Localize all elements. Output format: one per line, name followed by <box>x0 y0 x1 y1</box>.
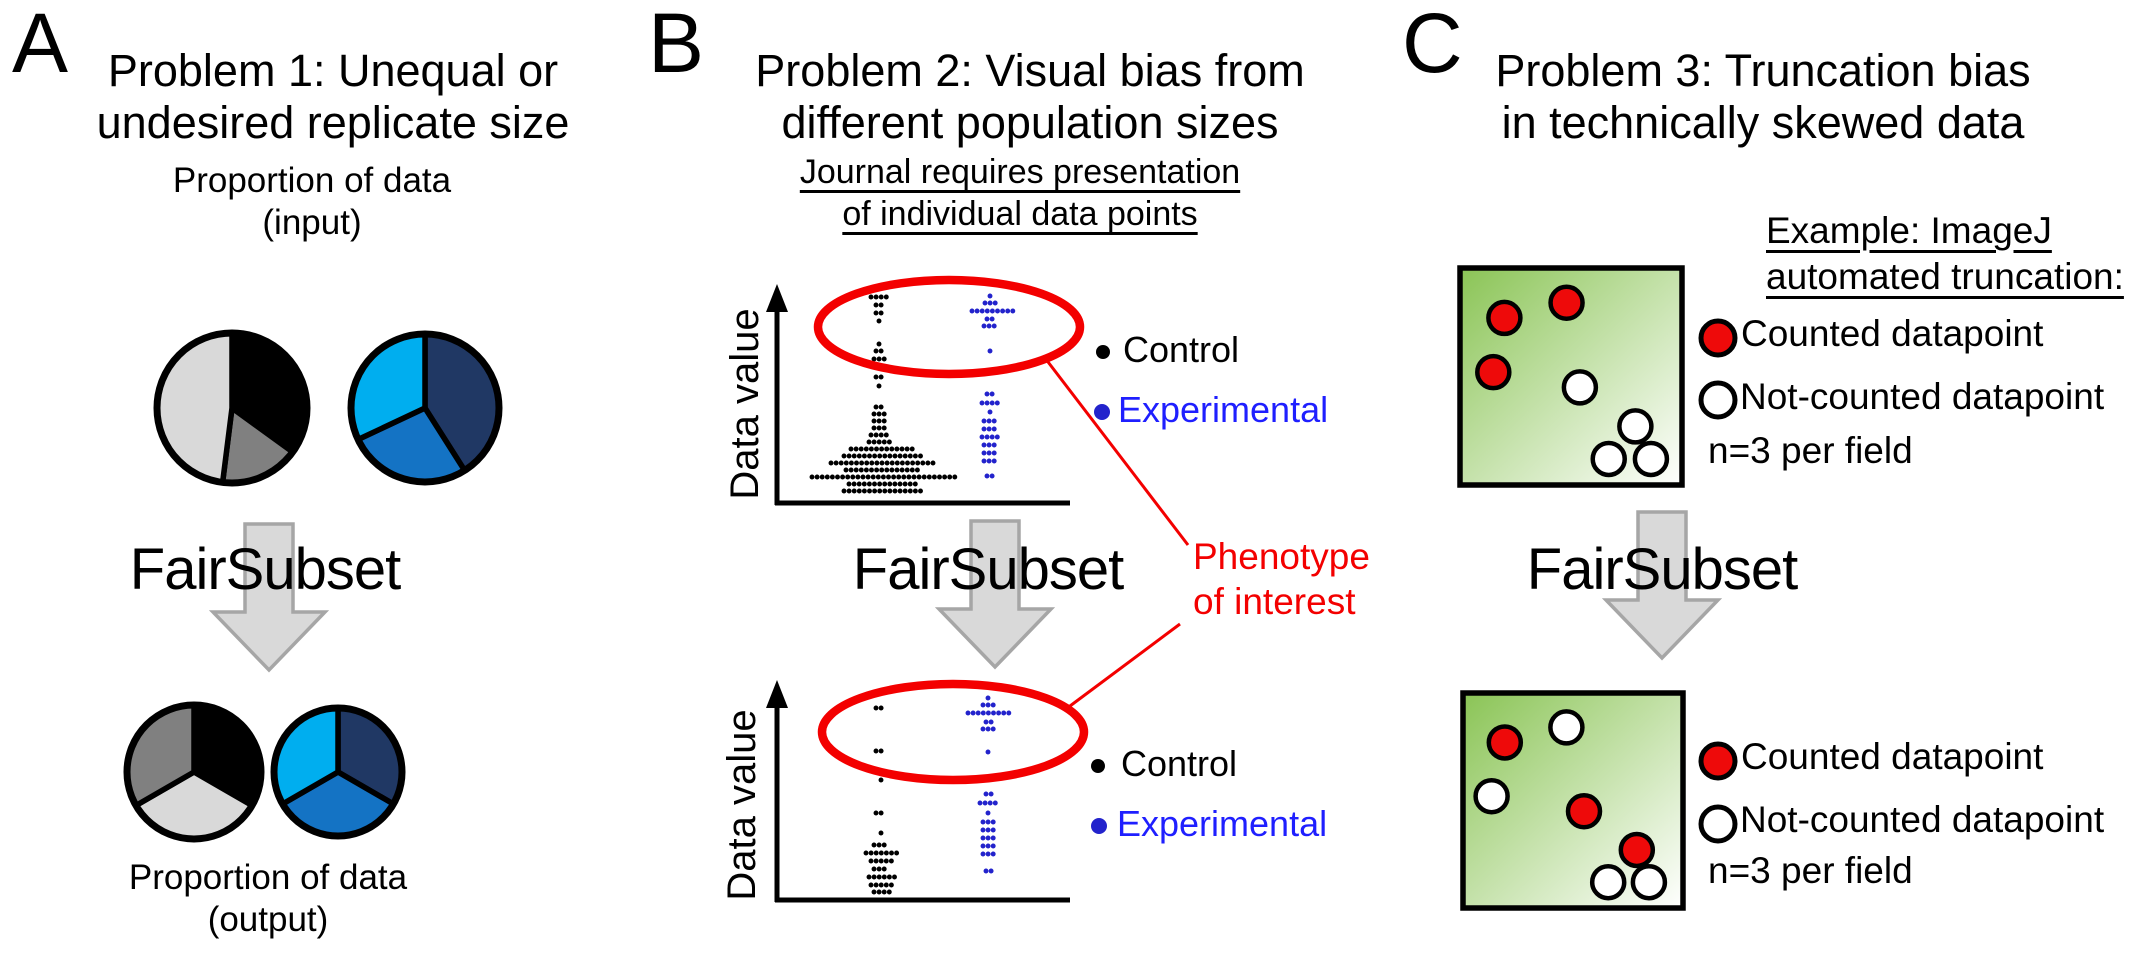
not-counted-datapoint <box>1630 863 1668 901</box>
panel-b-subtitle-line2: of individual data points <box>842 195 1198 233</box>
legend-counted-bottom: Counted datapoint <box>1741 736 2044 777</box>
panel-b-label: B <box>648 0 705 90</box>
panel-b-fairsubset-label: FairSubset <box>852 537 1124 602</box>
legend-experimental-bottom: Experimental <box>1117 803 1328 844</box>
panel-c-fairsubset-label: FairSubset <box>1526 537 1798 602</box>
y-axis-label-bottom-plot: Data value <box>720 709 765 901</box>
phenotype-annotation-line2: of interest <box>1193 581 1356 622</box>
panel-c-subtitle-line1: Example: ImageJ <box>1766 210 2052 251</box>
counted-datapoint-icon <box>1698 318 1738 358</box>
legend-datapoint-icons <box>1698 318 1738 844</box>
not-counted-datapoint <box>1632 440 1670 478</box>
panel-a-output-caption-line2: (output) <box>207 900 329 939</box>
panel-c-title-line2: in technically skewed data <box>1501 97 2025 148</box>
phenotype-connector-lines <box>1043 357 1190 708</box>
phenotype-highlight-ellipses <box>813 275 1089 785</box>
panel-a-title-line2: undesired replicate size <box>96 97 570 148</box>
legend-control-bottom: Control <box>1121 743 1238 784</box>
counted-datapoint <box>1486 299 1523 337</box>
fairsubset-arrow-2 <box>1601 510 1723 661</box>
panel-a-output-caption-line1: Proportion of data <box>128 858 408 897</box>
counted-datapoint <box>1486 724 1524 761</box>
counted-datapoint <box>1475 353 1512 391</box>
pie-input-left <box>153 329 311 487</box>
counted-datapoint <box>1548 284 1585 321</box>
legend-not-counted-bottom: Not-counted datapoint <box>1740 799 2105 840</box>
counted-datapoint <box>1618 831 1656 869</box>
fairsubset-arrow-0 <box>208 522 330 673</box>
panel-c-label: C <box>1402 0 1463 90</box>
not-counted-datapoint <box>1617 408 1654 445</box>
panel-b-title-line1: Problem 2: Visual bias from <box>755 45 1305 96</box>
legend-not-counted-top: Not-counted datapoint <box>1740 376 2105 417</box>
legend-control-top: Control <box>1123 329 1240 370</box>
field-output <box>1460 690 1686 911</box>
not-counted-datapoint <box>1548 709 1585 746</box>
legend-counted-top: Counted datapoint <box>1741 313 2044 354</box>
counted-datapoint <box>1565 793 1603 830</box>
not-counted-datapoint <box>1589 863 1627 901</box>
panel-b-subtitle-line1: Journal requires presentation <box>799 153 1241 191</box>
y-axis-label-top-plot: Data value <box>723 308 768 500</box>
dotplot-input <box>766 284 1070 506</box>
legend-n-top: n=3 per field <box>1708 430 1913 471</box>
not-counted-datapoint <box>1473 777 1510 815</box>
pie-output-left <box>123 701 265 843</box>
pie-output-right <box>270 704 406 840</box>
not-counted-datapoint <box>1590 440 1627 478</box>
not-counted-datapoint <box>1561 369 1599 406</box>
panel-a-label: A <box>12 0 69 90</box>
counted-datapoint-icon <box>1698 741 1738 781</box>
field-input <box>1457 265 1685 488</box>
panel-b-title-line2: different population sizes <box>781 97 1279 148</box>
not-counted-datapoint-icon <box>1698 804 1738 844</box>
legend-n-bottom: n=3 per field <box>1708 850 1913 891</box>
panel-a-input-caption-line2: (input) <box>262 203 362 242</box>
panel-a-input-caption-line1: Proportion of data <box>172 161 452 200</box>
legend-experimental-top: Experimental <box>1118 389 1329 430</box>
panel-a-title-line1: Problem 1: Unequal or <box>107 45 559 96</box>
fairsubset-arrow-1 <box>934 519 1056 670</box>
dotplot-output <box>766 680 1070 903</box>
phenotype-annotation-line1: Phenotype <box>1193 536 1370 577</box>
panel-c-title-line1: Problem 3: Truncation bias <box>1495 45 2031 96</box>
legend-bullets <box>1091 345 1110 834</box>
pie-input-right <box>347 330 503 486</box>
panel-a-fairsubset-label: FairSubset <box>129 537 401 602</box>
panel-c-subtitle-line2: automated truncation: <box>1766 256 2124 297</box>
not-counted-datapoint-icon <box>1698 380 1738 420</box>
